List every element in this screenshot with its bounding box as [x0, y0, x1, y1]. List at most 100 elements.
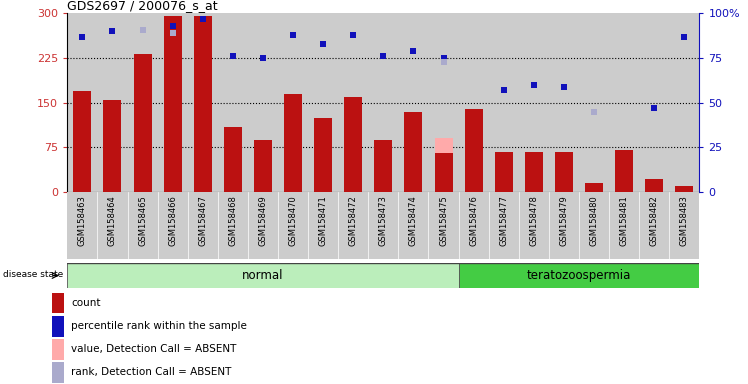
- Bar: [549, 192, 579, 259]
- Text: disease state: disease state: [3, 270, 64, 279]
- Bar: [73, 91, 91, 192]
- Bar: [435, 153, 453, 192]
- Text: percentile rank within the sample: percentile rank within the sample: [71, 321, 247, 331]
- Bar: [488, 13, 519, 192]
- Bar: [465, 109, 482, 192]
- Bar: [278, 13, 308, 192]
- Bar: [103, 100, 121, 192]
- Bar: [52, 316, 64, 336]
- Bar: [435, 138, 453, 192]
- Text: GSM158469: GSM158469: [259, 195, 268, 246]
- Text: GSM158476: GSM158476: [469, 195, 478, 246]
- Bar: [555, 152, 573, 192]
- Text: GSM158481: GSM158481: [619, 195, 628, 246]
- Bar: [164, 17, 182, 192]
- Text: GSM158472: GSM158472: [349, 195, 358, 246]
- Bar: [134, 54, 152, 192]
- Bar: [579, 192, 609, 259]
- Bar: [374, 140, 393, 192]
- Bar: [308, 13, 338, 192]
- Text: GSM158468: GSM158468: [228, 195, 237, 246]
- Text: GSM158475: GSM158475: [439, 195, 448, 246]
- Bar: [519, 13, 549, 192]
- Bar: [459, 263, 699, 288]
- Bar: [52, 362, 64, 382]
- Text: GSM158463: GSM158463: [78, 195, 87, 246]
- Text: GSM158474: GSM158474: [409, 195, 418, 246]
- Bar: [248, 13, 278, 192]
- Bar: [338, 13, 368, 192]
- Text: rank, Detection Call = ABSENT: rank, Detection Call = ABSENT: [71, 367, 231, 377]
- Text: GSM158471: GSM158471: [319, 195, 328, 246]
- Bar: [134, 55, 152, 192]
- Bar: [248, 192, 278, 259]
- Text: GSM158480: GSM158480: [589, 195, 598, 246]
- Bar: [488, 192, 519, 259]
- Bar: [640, 192, 669, 259]
- Bar: [127, 192, 158, 259]
- Bar: [188, 13, 218, 192]
- Bar: [368, 192, 399, 259]
- Bar: [52, 293, 64, 313]
- Text: GSM158473: GSM158473: [378, 195, 388, 246]
- Bar: [399, 192, 429, 259]
- Bar: [399, 13, 429, 192]
- Bar: [579, 13, 609, 192]
- Text: GSM158483: GSM158483: [680, 195, 689, 246]
- Bar: [429, 192, 459, 259]
- Bar: [429, 13, 459, 192]
- Text: GSM158479: GSM158479: [560, 195, 568, 246]
- Bar: [67, 13, 97, 192]
- Bar: [640, 13, 669, 192]
- Bar: [97, 13, 127, 192]
- Bar: [549, 13, 579, 192]
- Bar: [615, 150, 633, 192]
- Bar: [585, 183, 603, 192]
- Bar: [254, 140, 272, 192]
- Bar: [368, 13, 399, 192]
- Bar: [669, 192, 699, 259]
- Text: GSM158477: GSM158477: [499, 195, 508, 246]
- Bar: [67, 192, 97, 259]
- Text: count: count: [71, 298, 100, 308]
- Bar: [188, 192, 218, 259]
- Bar: [459, 192, 488, 259]
- Text: GSM158464: GSM158464: [108, 195, 117, 246]
- Bar: [278, 192, 308, 259]
- Text: GSM158466: GSM158466: [168, 195, 177, 246]
- Text: GSM158467: GSM158467: [198, 195, 207, 246]
- Text: GSM158465: GSM158465: [138, 195, 147, 246]
- Text: normal: normal: [242, 269, 283, 282]
- Bar: [675, 186, 693, 192]
- Bar: [525, 152, 543, 192]
- Text: GSM158482: GSM158482: [650, 195, 659, 246]
- Bar: [669, 13, 699, 192]
- Bar: [308, 192, 338, 259]
- Bar: [97, 192, 127, 259]
- Text: teratozoospermia: teratozoospermia: [527, 269, 631, 282]
- Bar: [158, 192, 188, 259]
- Text: GSM158478: GSM158478: [530, 195, 539, 246]
- Bar: [405, 112, 423, 192]
- Bar: [158, 13, 188, 192]
- Text: value, Detection Call = ABSENT: value, Detection Call = ABSENT: [71, 344, 236, 354]
- Bar: [344, 97, 362, 192]
- Bar: [609, 13, 640, 192]
- Bar: [218, 192, 248, 259]
- Bar: [218, 13, 248, 192]
- Bar: [338, 192, 368, 259]
- Text: GSM158470: GSM158470: [289, 195, 298, 246]
- Bar: [52, 339, 64, 359]
- Bar: [194, 16, 212, 192]
- Bar: [284, 94, 302, 192]
- Bar: [459, 13, 488, 192]
- Text: GDS2697 / 200076_s_at: GDS2697 / 200076_s_at: [67, 0, 218, 12]
- Bar: [67, 263, 459, 288]
- Bar: [314, 118, 332, 192]
- Bar: [127, 13, 158, 192]
- Bar: [224, 126, 242, 192]
- Bar: [519, 192, 549, 259]
- Bar: [646, 179, 663, 192]
- Bar: [494, 152, 513, 192]
- Bar: [615, 150, 633, 192]
